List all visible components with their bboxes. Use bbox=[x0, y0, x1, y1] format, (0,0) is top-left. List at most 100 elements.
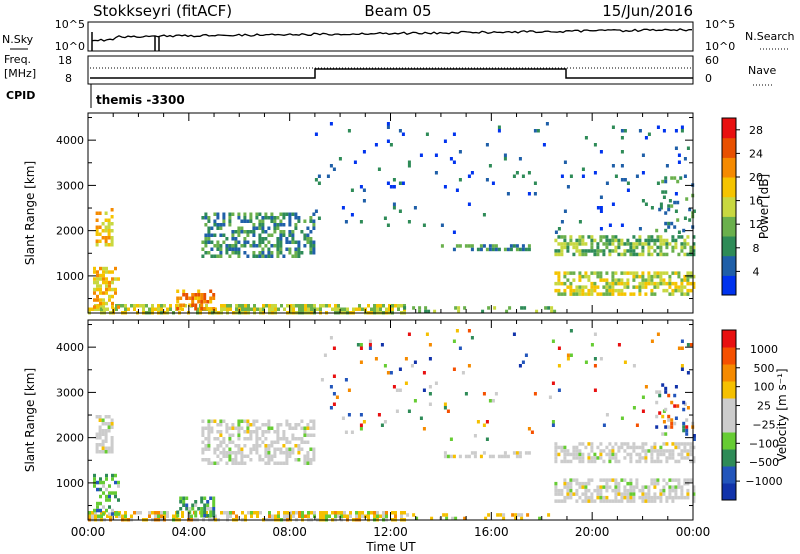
velocity-echo-cell bbox=[240, 447, 244, 451]
velocity-echo-cell bbox=[340, 511, 343, 515]
velocity-echo-cell bbox=[216, 447, 220, 451]
velocity-echo-cell bbox=[246, 437, 250, 441]
power-echo-cell bbox=[247, 304, 250, 308]
velocity-echo-cell bbox=[395, 388, 399, 392]
power-echo-cell bbox=[108, 287, 111, 292]
power-echo-cell bbox=[650, 245, 654, 250]
velocity-colorbar-swatch bbox=[722, 449, 736, 467]
power-echo-cell bbox=[154, 307, 157, 311]
velocity-echo-cell bbox=[309, 419, 313, 423]
velocity-echo-cell bbox=[249, 447, 253, 451]
power-echo-cell bbox=[277, 307, 280, 311]
velocity-echo-cell bbox=[473, 454, 477, 459]
power-echo-cell bbox=[581, 249, 585, 253]
velocity-echo-cell bbox=[225, 430, 229, 434]
power-echo-cell bbox=[244, 307, 247, 311]
velocity-echo-cell bbox=[635, 452, 639, 457]
colorbar-tick-label: 1000 bbox=[750, 343, 778, 356]
power-echo-cell bbox=[382, 304, 385, 308]
velocity-echo-cell bbox=[599, 495, 603, 500]
power-echo-cell bbox=[680, 292, 684, 296]
velocity-echo-cell bbox=[680, 456, 684, 460]
power-echo-cell bbox=[331, 307, 334, 311]
power-echo-cell bbox=[127, 307, 130, 311]
power-echo-cell bbox=[312, 212, 316, 216]
velocity-echo-cell bbox=[347, 388, 351, 392]
power-echo-cell bbox=[653, 271, 657, 275]
power-echo-cell bbox=[258, 251, 262, 255]
power-echo-cell bbox=[111, 301, 114, 306]
velocity-echo-cell bbox=[105, 494, 108, 499]
colorbar-tick-label: 16 bbox=[749, 195, 763, 208]
power-echo-cell bbox=[581, 238, 585, 243]
velocity-echo-cell bbox=[105, 508, 108, 513]
velocity-echo-cell bbox=[358, 511, 361, 515]
power-echo-cell bbox=[575, 238, 579, 243]
velocity-echo-cell bbox=[557, 388, 561, 392]
velocity-echo-cell bbox=[683, 402, 687, 406]
velocity-echo-cell bbox=[139, 511, 142, 515]
power-echo-cell bbox=[412, 306, 416, 310]
velocity-echo-cell bbox=[605, 499, 609, 503]
power-echo-cell bbox=[662, 195, 666, 199]
power-echo-cell bbox=[228, 216, 232, 220]
power-echo-cell bbox=[243, 251, 247, 255]
power-echo-cell bbox=[605, 278, 609, 282]
power-echo-cell bbox=[213, 233, 217, 237]
power-echo-cell bbox=[225, 237, 229, 241]
power-echo-cell bbox=[581, 242, 585, 246]
power-echo-cell bbox=[111, 294, 114, 299]
velocity-echo-cell bbox=[638, 445, 642, 450]
velocity-echo-cell bbox=[234, 461, 238, 465]
velocity-echo-cell bbox=[231, 433, 235, 437]
power-echo-cell bbox=[289, 304, 292, 308]
power-echo-cell bbox=[252, 251, 256, 255]
power-echo-cell bbox=[102, 298, 105, 302]
velocity-echo-cell bbox=[270, 454, 274, 458]
power-echo-cell bbox=[605, 271, 609, 275]
power-echo-cell bbox=[386, 122, 390, 126]
colorbar-tick-label: −500 bbox=[749, 456, 779, 469]
velocity-echo-cell bbox=[368, 343, 372, 347]
power-echo-cell bbox=[105, 291, 108, 295]
power-echo-cell bbox=[207, 219, 211, 223]
power-echo-cell bbox=[258, 226, 262, 230]
power-echo-cell bbox=[524, 247, 528, 252]
velocity-echo-cell bbox=[620, 442, 624, 446]
velocity-echo-cell bbox=[289, 511, 292, 515]
velocity-echo-cell bbox=[578, 456, 582, 460]
velocity-echo-cell bbox=[599, 442, 603, 446]
power-echo-cell bbox=[596, 242, 600, 246]
station-title: Stokkseyri (fitACF) bbox=[93, 2, 232, 20]
power-echo-cell bbox=[584, 242, 588, 246]
power-echo-cell bbox=[557, 252, 561, 257]
power-echo-cell bbox=[644, 238, 648, 243]
velocity-echo-cell bbox=[349, 511, 352, 515]
velocity-echo-cell bbox=[200, 507, 204, 511]
power-echo-cell bbox=[508, 306, 512, 310]
velocity-echo-cell bbox=[677, 485, 681, 489]
velocity-echo-cell bbox=[518, 364, 522, 368]
power-echo-cell bbox=[117, 305, 120, 309]
power-echo-cell bbox=[635, 238, 639, 243]
power-echo-cell bbox=[605, 238, 609, 243]
velocity-echo-cell bbox=[252, 447, 256, 451]
velocity-echo-cell bbox=[689, 478, 693, 482]
power-echo-cell bbox=[96, 305, 99, 309]
power-echo-cell bbox=[216, 216, 220, 220]
velocity-echo-cell bbox=[566, 353, 570, 357]
power-echo-cell bbox=[650, 278, 654, 282]
power-echo-cell bbox=[569, 288, 573, 293]
velocity-echo-cell bbox=[638, 459, 642, 464]
velocity-echo-cell bbox=[285, 454, 289, 458]
velocity-echo-cell bbox=[512, 451, 516, 455]
velocity-echo-cell bbox=[680, 485, 684, 489]
power-echo-cell bbox=[288, 219, 292, 223]
velocity-echo-cell bbox=[599, 456, 603, 460]
power-echo-cell bbox=[560, 292, 564, 296]
power-echo-cell bbox=[674, 285, 678, 289]
velocity-echo-cell bbox=[300, 437, 304, 441]
power-echo-cell bbox=[196, 307, 199, 311]
velocity-echo-cell bbox=[673, 393, 677, 398]
velocity-echo-cell bbox=[664, 390, 668, 394]
